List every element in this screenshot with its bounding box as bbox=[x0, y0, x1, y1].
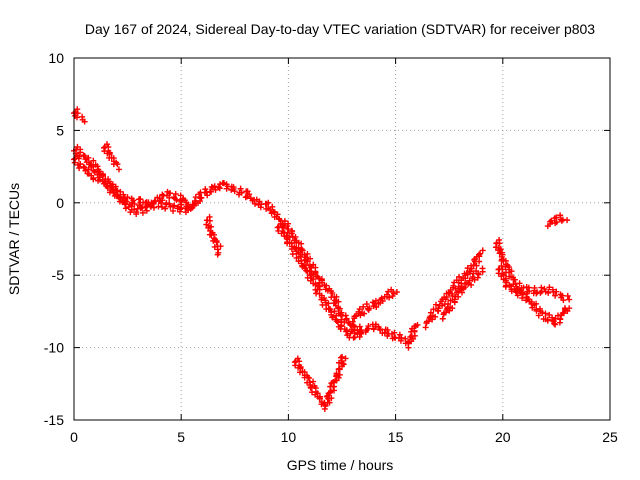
series-track-14 bbox=[544, 212, 571, 230]
x-tick-label: 0 bbox=[70, 429, 78, 445]
scatter-marks bbox=[439, 265, 486, 322]
scatter-marks bbox=[101, 141, 122, 173]
x-tick-label: 20 bbox=[495, 429, 511, 445]
x-tick-label: 15 bbox=[388, 429, 404, 445]
scatter-marks bbox=[422, 247, 486, 331]
x-axis: 0 5 10 15 20 25 bbox=[70, 58, 618, 445]
series-track-4 bbox=[101, 141, 122, 173]
series-track-13 bbox=[495, 262, 573, 304]
scatter-marks bbox=[495, 262, 573, 304]
scatter-marks bbox=[71, 106, 88, 125]
x-axis-label: GPS time / hours bbox=[287, 457, 394, 473]
scatter-marks bbox=[274, 220, 365, 341]
y-tick-label: 10 bbox=[48, 50, 64, 66]
scatter-marks bbox=[291, 353, 349, 412]
scatter-marks bbox=[203, 213, 224, 258]
y-tick-label: 0 bbox=[56, 195, 64, 211]
x-tick-label: 10 bbox=[281, 429, 297, 445]
y-axis: -15 -10 -5 0 5 10 bbox=[44, 50, 610, 428]
scatter-marks bbox=[544, 212, 571, 230]
series-track-7 bbox=[291, 353, 349, 412]
y-tick-label: -10 bbox=[44, 340, 64, 356]
scatter-marks bbox=[405, 321, 421, 351]
y-tick-label: 5 bbox=[56, 122, 64, 138]
x-tick-label: 5 bbox=[177, 429, 185, 445]
series-track-5 bbox=[203, 213, 224, 258]
data-marks bbox=[71, 106, 573, 412]
x-tick-label: 25 bbox=[602, 429, 618, 445]
series-track-3 bbox=[71, 106, 88, 125]
plot-frame bbox=[73, 57, 611, 421]
series-track-6 bbox=[274, 220, 365, 341]
y-tick-label: -15 bbox=[44, 412, 64, 428]
series-track-11 bbox=[439, 265, 486, 322]
y-axis-label: SDTVAR / TECUs bbox=[6, 183, 22, 295]
series-track-8 bbox=[349, 286, 400, 325]
scatter-marks bbox=[349, 286, 400, 325]
y-tick-label: -5 bbox=[52, 267, 65, 283]
chart-title: Day 167 of 2024, Sidereal Day-to-day VTE… bbox=[85, 21, 595, 37]
series-track-10 bbox=[422, 247, 486, 331]
series-track-9 bbox=[405, 321, 421, 351]
